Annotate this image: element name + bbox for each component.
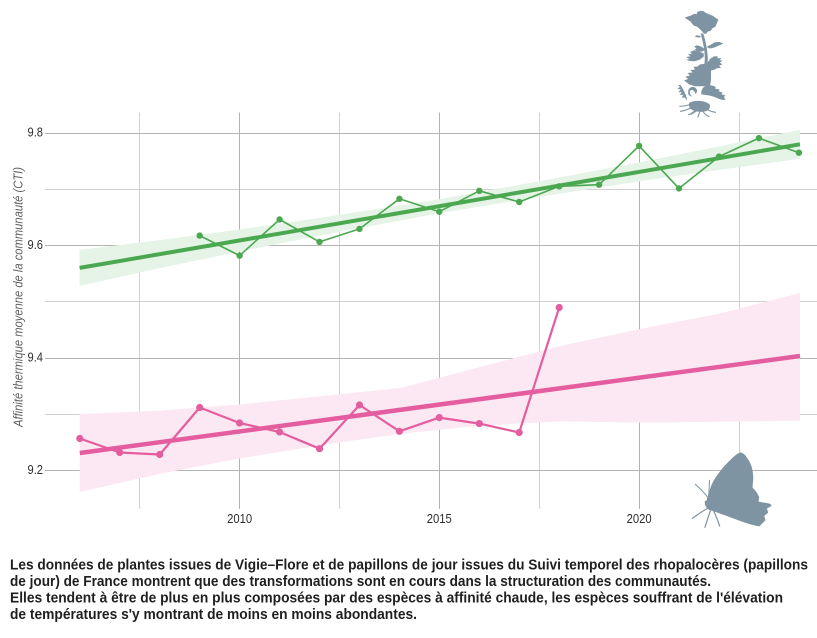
- svg-text:2015: 2015: [427, 511, 452, 526]
- svg-text:9.6: 9.6: [28, 237, 44, 252]
- svg-text:9.8: 9.8: [28, 125, 44, 140]
- svg-text:de jour) de France montrent qu: de jour) de France montrent que des tran…: [10, 573, 711, 590]
- svg-text:Elles tendent à être de plus e: Elles tendent à être de plus en plus com…: [10, 590, 783, 607]
- svg-text:9.4: 9.4: [28, 349, 44, 364]
- svg-text:9.2: 9.2: [28, 462, 44, 477]
- svg-text:2020: 2020: [627, 511, 652, 526]
- svg-text:2010: 2010: [227, 511, 252, 526]
- svg-text:de températures s'y montrant d: de températures s'y montrant de moins en…: [10, 606, 417, 623]
- svg-text:Affinité thermique moyenne de: Affinité thermique moyenne de la communa…: [12, 167, 26, 428]
- svg-text:Les données de plantes issues: Les données de plantes issues de Vigie–F…: [10, 557, 808, 574]
